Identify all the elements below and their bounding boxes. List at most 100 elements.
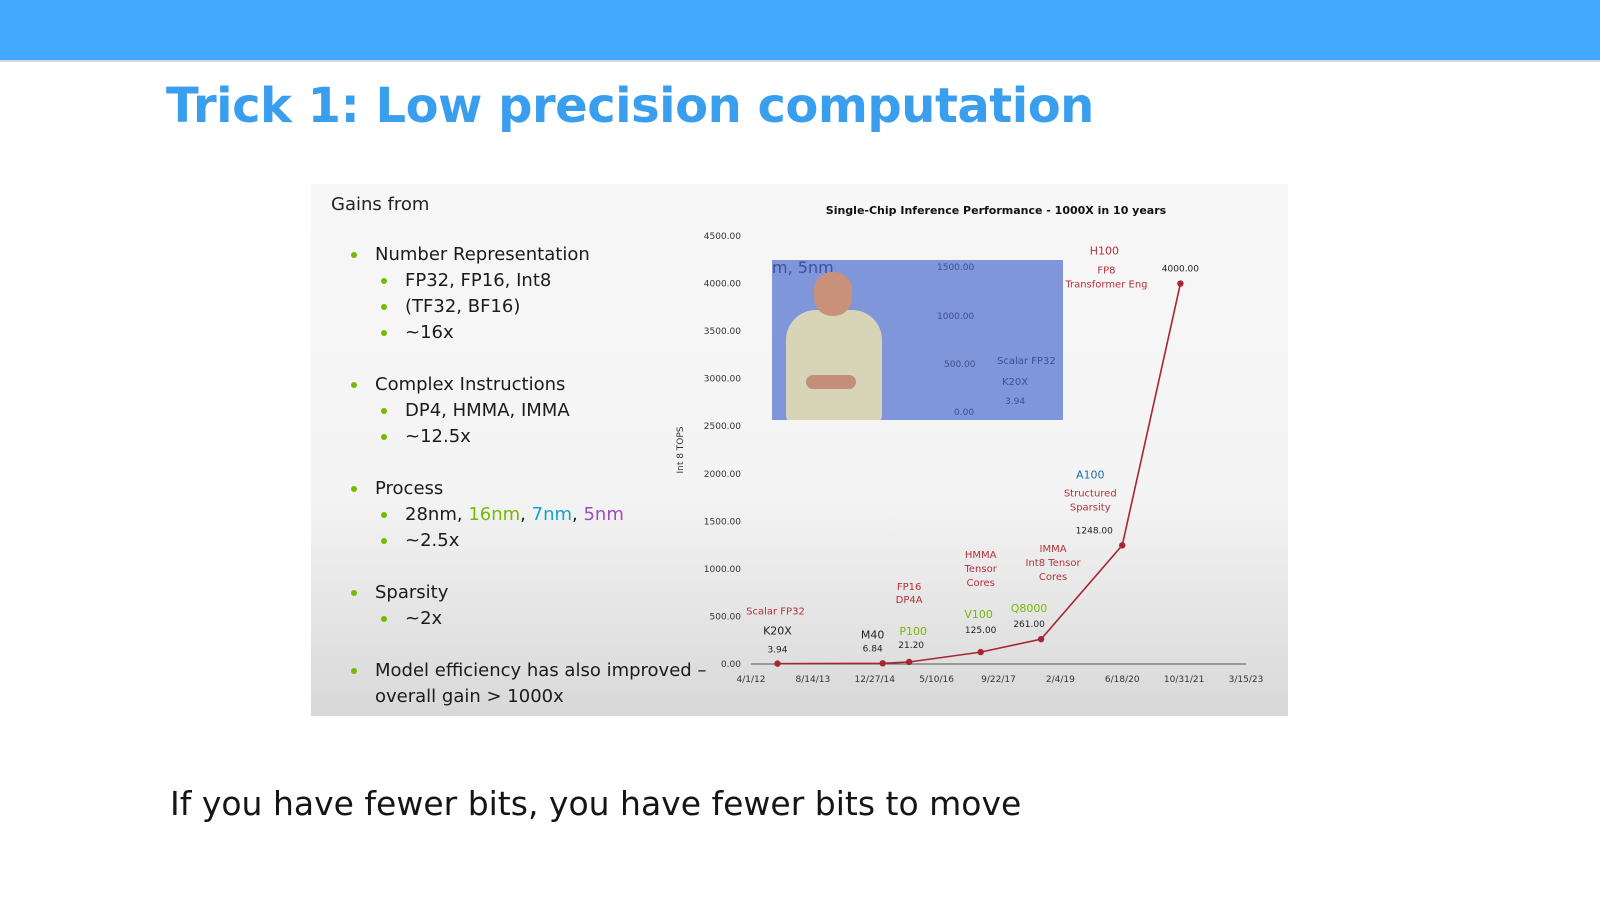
x-tick-label: 8/14/13	[796, 675, 831, 685]
bullet-dot-icon	[381, 512, 387, 518]
speaker-body	[786, 310, 882, 420]
chip-label: A100	[1076, 468, 1105, 481]
data-point	[879, 660, 886, 667]
y-tick-label: 4500.00	[704, 232, 741, 242]
bullet-list: Number Representation FP32, FP16, Int8 (…	[331, 184, 711, 716]
chip-label: K20X	[763, 625, 792, 638]
value-label: 6.84	[863, 644, 883, 654]
y-tick-label: 1000.00	[704, 565, 741, 575]
bullet-model-efficiency-line2: overall gain > 1000x	[375, 686, 564, 707]
bullet-model-efficiency: Model efficiency has also improved –	[351, 660, 706, 681]
speaker-arm	[806, 375, 856, 389]
slide-title: Trick 1: Low precision computation	[166, 78, 1094, 134]
chart-title: Single-Chip Inference Performance - 1000…	[826, 204, 1167, 217]
video-label-k20x: K20X	[1002, 377, 1029, 388]
value-label: 1248.00	[1076, 526, 1113, 536]
y-tick-label: 2500.00	[704, 422, 741, 432]
x-tick-label: 4/1/12	[737, 675, 766, 685]
video-tick: 0.00	[954, 408, 975, 418]
sub-bullet: ~2x	[381, 608, 442, 629]
bullet-sparsity: Sparsity	[351, 582, 448, 603]
y-tick-label: 3500.00	[704, 327, 741, 337]
bullet-dot-icon	[381, 538, 387, 544]
data-point	[1119, 542, 1126, 549]
value-label: 125.00	[965, 626, 997, 636]
sub-bullet: FP32, FP16, Int8	[381, 270, 551, 291]
bullet-process: Process	[351, 478, 443, 499]
chip-label: M40	[861, 628, 885, 641]
feature-label: IMMA	[1040, 544, 1067, 555]
video-tick: 500.00	[944, 360, 976, 370]
speaker-head	[814, 272, 852, 316]
gains-heading: Gains from	[331, 194, 430, 215]
chart-panel: Gains from Number Representation FP32, F…	[311, 184, 1288, 716]
video-tick: 1000.00	[937, 312, 975, 322]
y-tick-label: 3000.00	[704, 375, 741, 385]
feature-label: Sparsity	[1070, 502, 1111, 513]
data-point	[977, 648, 984, 656]
bullet-dot-icon	[381, 434, 387, 440]
process-5nm: 5nm	[583, 504, 624, 525]
chip-label: H100	[1090, 245, 1119, 258]
sub-bullet: DP4, HMMA, IMMA	[381, 400, 570, 421]
bullet-dot-icon	[381, 330, 387, 336]
video-label-value: 3.94	[1005, 397, 1026, 407]
value-label: 3.94	[767, 646, 787, 656]
y-tick-label: 2000.00	[704, 470, 741, 480]
x-tick-label: 5/10/16	[919, 675, 954, 685]
value-label: 261.00	[1013, 620, 1045, 630]
bullet-dot-icon	[381, 408, 387, 414]
value-label: 21.20	[898, 641, 924, 651]
feature-label: FP8	[1097, 266, 1115, 277]
y-tick-label: 1500.00	[704, 517, 741, 527]
video-label-scalar: Scalar FP32	[997, 356, 1056, 367]
process-7nm: 7nm	[531, 504, 573, 525]
x-tick-label: 3/15/23	[1229, 675, 1264, 685]
bullet-dot-icon	[351, 486, 357, 492]
sub-bullet: (TF32, BF16)	[381, 296, 520, 317]
sub-bullet: ~12.5x	[381, 426, 471, 447]
inference-performance-chart: Single-Chip Inference Performance - 1000…	[676, 204, 1264, 685]
data-point	[1037, 635, 1045, 643]
process-16nm: 16nm	[468, 504, 521, 525]
process-28nm: 28nm	[405, 504, 457, 525]
chip-label: Q8000	[1011, 602, 1048, 615]
x-tick-label: 2/4/19	[1046, 675, 1075, 685]
value-label: 4000.00	[1162, 265, 1199, 275]
x-tick-label: 12/27/14	[855, 675, 896, 685]
feature-label: HMMA	[965, 550, 997, 561]
chip-label: P100	[899, 625, 927, 638]
x-tick-label: 6/18/20	[1105, 675, 1140, 685]
feature-label: Structured	[1064, 488, 1117, 499]
bullet-dot-icon	[381, 278, 387, 284]
x-tick-label: 10/31/21	[1164, 675, 1204, 685]
video-tick: 1500.00	[937, 263, 975, 273]
y-tick-label: 0.00	[721, 660, 741, 670]
feature-label: Int8 Tensor	[1026, 558, 1082, 569]
sub-bullet: ~2.5x	[381, 530, 459, 551]
y-tick-label: 4000.00	[704, 280, 741, 290]
header-bar	[0, 0, 1600, 62]
feature-label: Transformer Eng	[1064, 280, 1147, 291]
y-tick-label: 500.00	[710, 612, 742, 622]
x-tick-label: 9/22/17	[981, 675, 1016, 685]
chip-label: V100	[964, 608, 993, 621]
bullet-dot-icon	[351, 590, 357, 596]
feature-label: Cores	[1039, 572, 1067, 583]
bullet-number-representation: Number Representation	[351, 244, 590, 265]
bullet-complex-instructions: Complex Instructions	[351, 374, 565, 395]
feature-label: Cores	[967, 578, 995, 589]
data-point	[774, 660, 781, 667]
data-point	[905, 658, 913, 666]
bullet-dot-icon	[351, 668, 357, 674]
bullet-dot-icon	[351, 382, 357, 388]
feature-label: DP4A	[896, 595, 923, 606]
slide-caption: If you have fewer bits, you have fewer b…	[170, 784, 1022, 823]
y-axis-label: Int 8 TOPS	[676, 426, 686, 473]
sub-bullet-process-nodes: 28nm, 16nm, 7nm, 5nm	[381, 504, 624, 525]
video-overlay: m, 5nm 1500.00 1000.00 500.00 0.00 Scala…	[772, 260, 1063, 420]
feature-label: Scalar FP32	[746, 607, 805, 618]
video-frag-text: m, 5nm	[772, 260, 834, 277]
data-point	[1177, 280, 1184, 287]
feature-label: FP16	[897, 582, 922, 593]
